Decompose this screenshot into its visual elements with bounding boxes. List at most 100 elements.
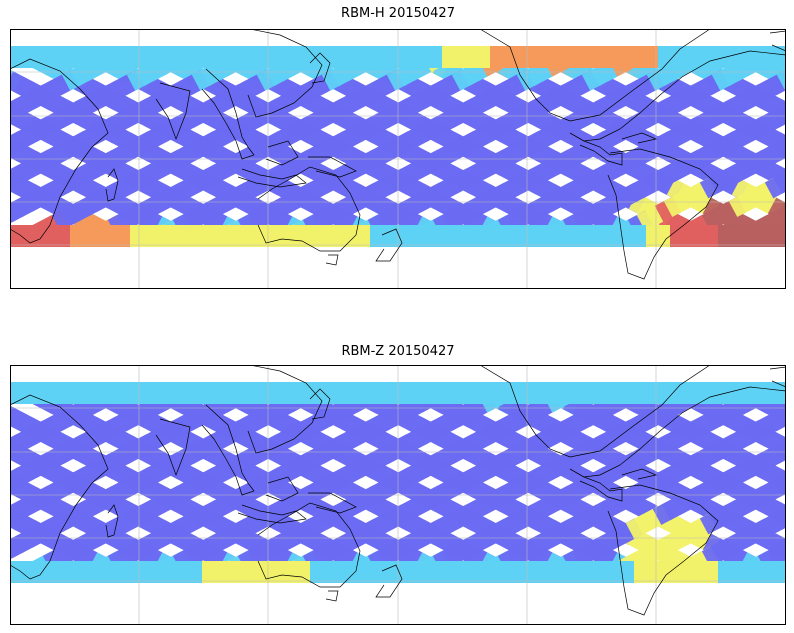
swath-band-cell <box>598 561 611 583</box>
swath-band-cell <box>190 225 203 247</box>
coastline-path <box>769 30 786 52</box>
swath-band-cell <box>442 382 455 404</box>
swath-band-cell <box>778 561 786 583</box>
swath-cell <box>769 438 786 465</box>
coastline-path <box>265 140 299 166</box>
swath-band-cell <box>190 561 203 583</box>
swath-band-cell <box>622 561 635 583</box>
coastline-path <box>308 492 357 514</box>
swath-band-cell <box>454 46 467 68</box>
swath-band-cell <box>778 382 786 404</box>
swath-band-cell <box>670 225 683 247</box>
swath-band-cell <box>154 382 167 404</box>
swath-band-cell <box>10 561 23 583</box>
swath-band-cell <box>358 46 371 68</box>
swath-band-cell <box>670 382 683 404</box>
swath-band-cell <box>382 561 395 583</box>
swath-band-cell <box>502 561 515 583</box>
graticule <box>10 29 786 289</box>
swath-band-cell <box>586 382 599 404</box>
coastline-path <box>155 82 191 140</box>
swath-band-cell <box>742 561 755 583</box>
swath-band-cell <box>286 382 299 404</box>
swath-band-cell <box>418 225 431 247</box>
swath-band-cell <box>370 46 383 68</box>
swath-band-cell <box>562 382 575 404</box>
swath-band-cell <box>214 561 227 583</box>
swath-band-cell <box>286 225 299 247</box>
swath-band-cell <box>766 382 779 404</box>
swath-band-cell <box>250 561 263 583</box>
swath-band-cell <box>646 382 659 404</box>
swath-band-cell <box>142 382 155 404</box>
panel-title-bottom: RBM-Z 20150427 <box>341 344 455 359</box>
coastline-path <box>10 58 109 244</box>
swath-band-cell <box>370 561 383 583</box>
swath-band-cell <box>478 382 491 404</box>
swath-band-cell <box>778 225 786 247</box>
swath-band-cell <box>538 561 551 583</box>
coastline-path <box>265 476 299 502</box>
swath-band-cell <box>730 561 743 583</box>
swath-band-cell <box>706 561 719 583</box>
swath-band-cell <box>754 225 767 247</box>
swath-band-cell <box>586 561 599 583</box>
swath-band-cell <box>142 46 155 68</box>
swath-band-cell <box>310 561 323 583</box>
swath-band-cell <box>34 561 47 583</box>
swath-band-cell <box>130 46 143 68</box>
coastline-path <box>257 502 361 588</box>
coastline-path <box>309 52 331 84</box>
coastline-path <box>308 156 357 178</box>
swath-band-cell <box>82 561 95 583</box>
swath-band-cell <box>358 382 371 404</box>
swath-band-cell <box>418 382 431 404</box>
swath-band-cell <box>10 46 23 68</box>
swath-band-cell <box>118 561 131 583</box>
swath-band-cell <box>766 46 779 68</box>
coastline-path <box>607 148 719 280</box>
swath-band-cell <box>178 561 191 583</box>
swath-band-cell <box>754 382 767 404</box>
swath-band-cell <box>238 225 251 247</box>
swath-band-cell <box>622 382 635 404</box>
swath-band-cell <box>634 225 647 247</box>
swath-band-cell <box>394 561 407 583</box>
swath-band-cell <box>598 225 611 247</box>
swath-band-cell <box>310 382 323 404</box>
swath-band-cell <box>178 225 191 247</box>
swath-band-cell <box>526 561 539 583</box>
map-frame <box>10 29 786 289</box>
swath-band-cell <box>586 225 599 247</box>
swath-band-cell <box>250 225 263 247</box>
swath-band-cell <box>322 225 335 247</box>
swath-band-cell <box>46 46 59 68</box>
swath-band-cell <box>262 225 275 247</box>
swath-band-cell <box>466 382 479 404</box>
swath-band-cell <box>394 382 407 404</box>
swath-band-cell <box>250 46 263 68</box>
swath-cell <box>766 541 786 568</box>
swath-band-cell <box>166 382 179 404</box>
swath-band-cell <box>562 225 575 247</box>
swath-band-cell <box>706 225 719 247</box>
swath-band-cell <box>490 46 503 68</box>
swath-band-cell <box>490 561 503 583</box>
swath-band-cell <box>118 46 131 68</box>
swath-band-cell <box>322 46 335 68</box>
swath-band-cell <box>370 225 383 247</box>
swath-band-cell <box>742 46 755 68</box>
swath-band-cell <box>130 225 143 247</box>
swath-band-cell <box>658 382 671 404</box>
swath-band-cell <box>202 225 215 247</box>
swath-band-cell <box>94 46 107 68</box>
coastline-path <box>105 168 119 202</box>
graticule <box>10 365 786 625</box>
swath-band-cell <box>574 225 587 247</box>
swath-band-cell <box>106 561 119 583</box>
swath-band-cell <box>382 382 395 404</box>
swath-band-cell <box>346 382 359 404</box>
swath-band-cell <box>502 382 515 404</box>
swath-band-cell <box>286 561 299 583</box>
swath-band-cell <box>46 225 59 247</box>
